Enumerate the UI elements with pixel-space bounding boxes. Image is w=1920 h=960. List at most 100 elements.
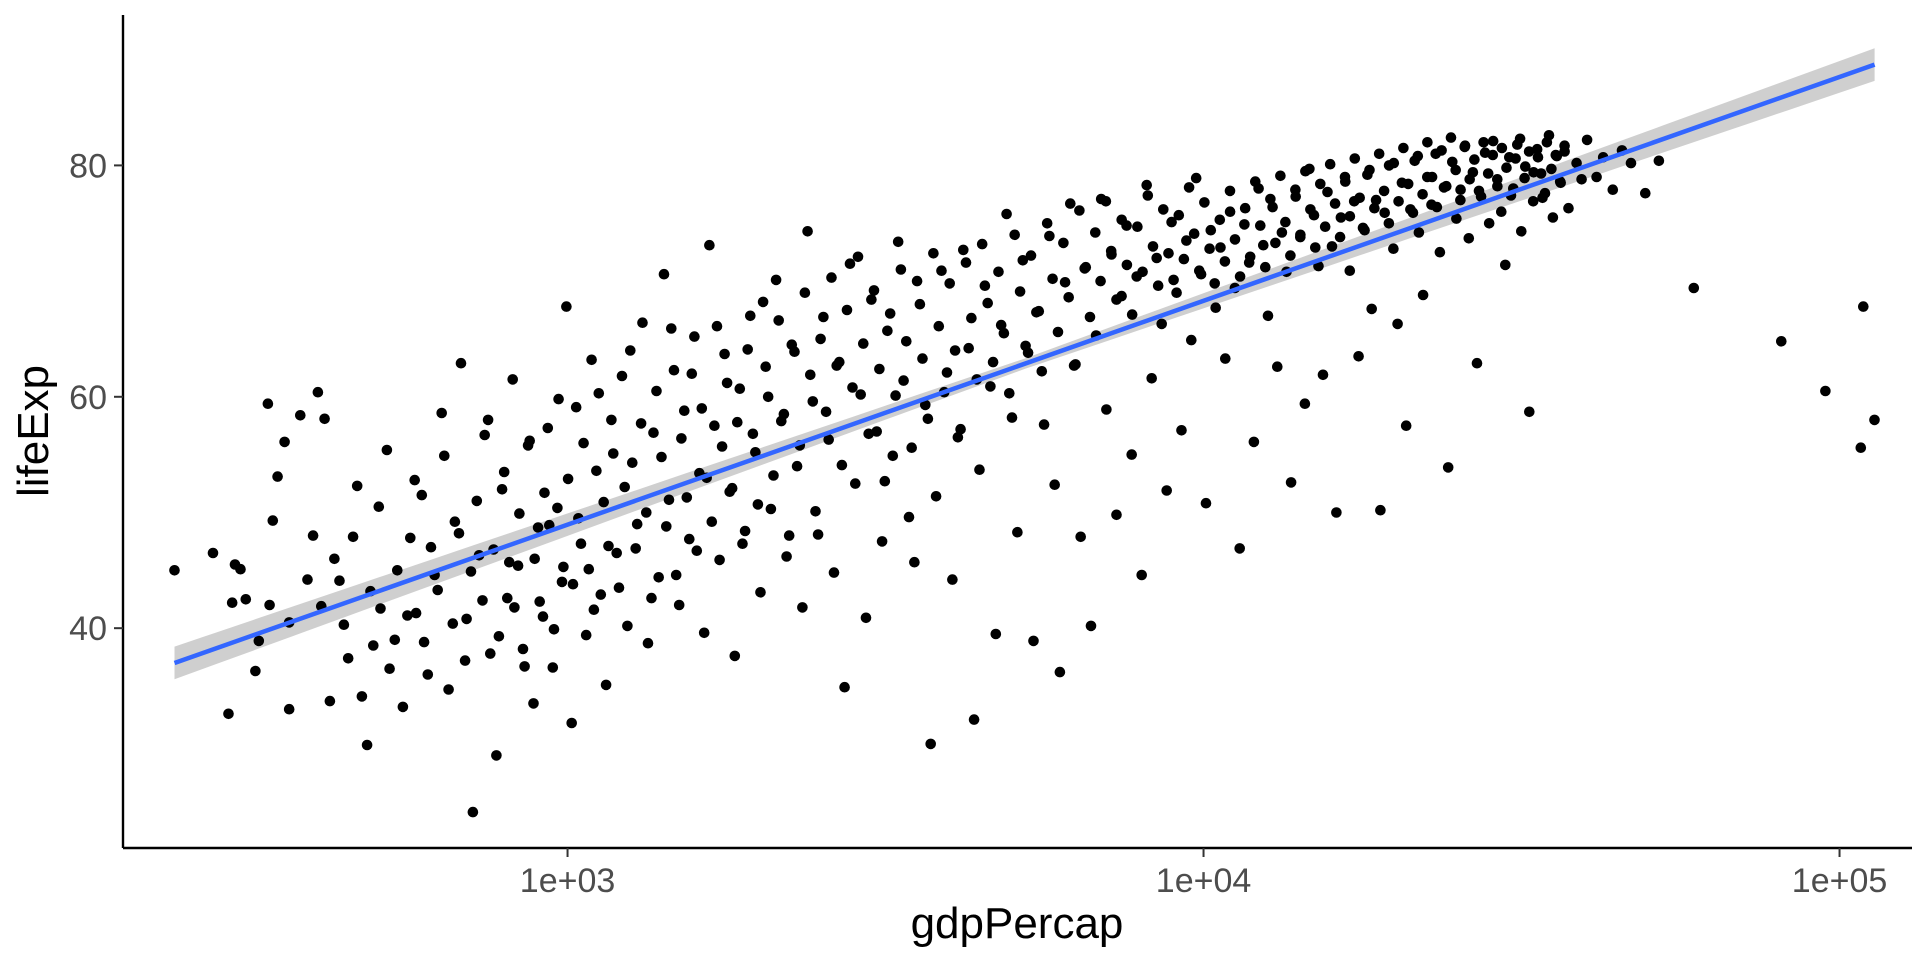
data-point xyxy=(1855,442,1867,454)
data-point xyxy=(1523,146,1535,157)
data-point xyxy=(250,665,261,677)
data-point xyxy=(1625,157,1637,169)
data-point xyxy=(874,363,885,375)
data-point xyxy=(922,413,934,425)
data-point xyxy=(1079,263,1090,274)
data-point xyxy=(347,531,359,543)
data-point xyxy=(342,653,354,664)
data-point xyxy=(416,489,428,501)
data-point xyxy=(548,624,560,635)
data-point xyxy=(906,442,917,454)
data-point xyxy=(578,437,589,449)
data-point xyxy=(169,565,180,576)
data-point xyxy=(1417,189,1428,200)
data-point xyxy=(529,553,540,565)
data-point xyxy=(1186,334,1197,346)
data-point xyxy=(1554,176,1566,187)
data-point xyxy=(1001,208,1012,220)
data-point xyxy=(509,602,520,613)
data-point xyxy=(1688,282,1700,294)
data-point xyxy=(828,567,840,578)
data-point xyxy=(1383,218,1395,229)
data-point xyxy=(537,611,549,622)
data-point xyxy=(768,470,779,481)
data-point xyxy=(706,516,718,527)
data-point xyxy=(272,471,283,482)
data-point xyxy=(1285,477,1297,488)
data-point xyxy=(329,553,340,565)
data-point xyxy=(1239,219,1250,230)
data-point xyxy=(714,554,725,566)
data-point xyxy=(389,634,401,646)
data-point xyxy=(974,464,985,476)
data-point xyxy=(651,385,662,397)
data-point xyxy=(747,428,759,440)
data-point xyxy=(567,578,579,590)
data-point xyxy=(1004,388,1015,399)
data-point xyxy=(737,538,748,549)
data-point xyxy=(498,466,510,478)
data-point xyxy=(630,543,641,554)
data-point xyxy=(1393,196,1404,207)
data-point xyxy=(507,374,518,385)
data-point xyxy=(966,312,977,324)
data-point xyxy=(226,597,238,608)
data-point xyxy=(721,377,733,389)
data-point xyxy=(1158,204,1169,215)
data-point xyxy=(1471,357,1483,369)
data-point xyxy=(979,280,991,292)
data-point xyxy=(1478,137,1489,148)
data-point xyxy=(968,714,980,725)
data-point xyxy=(1006,412,1018,423)
data-point xyxy=(1417,289,1429,301)
data-point xyxy=(561,301,572,312)
data-point xyxy=(1265,193,1276,205)
data-point xyxy=(866,294,877,305)
data-point xyxy=(679,405,690,417)
data-point xyxy=(1190,172,1202,184)
data-point xyxy=(1036,366,1048,377)
data-point xyxy=(1344,265,1356,277)
data-point xyxy=(1546,163,1557,175)
data-point xyxy=(608,448,619,459)
data-point xyxy=(583,563,595,575)
data-point xyxy=(1353,351,1364,362)
data-point xyxy=(1183,182,1195,193)
data-point xyxy=(512,560,524,571)
data-point xyxy=(443,684,454,695)
data-point xyxy=(955,423,966,435)
data-point xyxy=(1324,158,1336,170)
data-point xyxy=(1451,213,1462,224)
data-point xyxy=(898,375,909,386)
x-tick-label: 1e+03 xyxy=(520,862,616,900)
data-point xyxy=(356,691,368,702)
data-point xyxy=(436,407,448,419)
data-point xyxy=(709,420,720,432)
data-point xyxy=(762,391,774,403)
data-point xyxy=(1095,275,1106,287)
data-point xyxy=(532,522,544,533)
data-point xyxy=(1141,179,1152,191)
data-point xyxy=(742,344,753,355)
data-point xyxy=(1581,134,1593,146)
data-point xyxy=(1009,229,1020,241)
data-point xyxy=(1146,373,1157,384)
data-point xyxy=(783,530,795,541)
data-point xyxy=(1038,419,1050,430)
data-point xyxy=(1516,226,1527,237)
data-point xyxy=(1464,174,1475,185)
data-point xyxy=(1514,133,1526,145)
data-point xyxy=(1224,206,1236,217)
data-point xyxy=(1422,137,1433,148)
data-point xyxy=(1369,202,1380,214)
y-tick-label: 80 xyxy=(69,147,107,185)
data-point xyxy=(696,403,708,414)
data-point xyxy=(985,381,996,392)
data-point xyxy=(465,566,477,577)
data-point xyxy=(631,518,643,530)
data-point xyxy=(1442,462,1454,473)
data-point xyxy=(987,356,999,368)
data-point xyxy=(1331,507,1342,518)
data-point xyxy=(558,561,569,573)
